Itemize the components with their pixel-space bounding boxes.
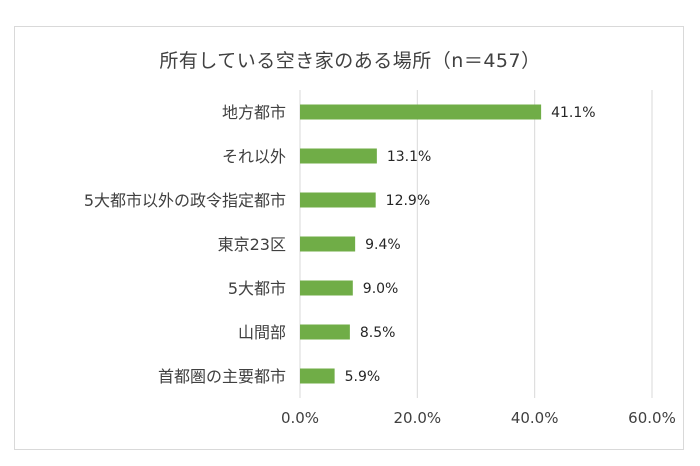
category-label: 5大都市 — [228, 279, 286, 298]
category-label: それ以外 — [222, 147, 286, 166]
data-label: 41.1% — [551, 105, 595, 121]
category-label: 5大都市以外の政令指定都市 — [84, 191, 286, 210]
x-tick-label: 60.0% — [628, 409, 676, 427]
category-label: 東京23区 — [218, 235, 286, 254]
bar — [300, 324, 350, 340]
data-label: 9.0% — [363, 281, 399, 297]
x-tick-label: 20.0% — [394, 409, 442, 427]
category-label: 首都圏の主要都市 — [158, 367, 286, 386]
data-label: 8.5% — [360, 325, 396, 341]
data-label: 13.1% — [387, 149, 431, 165]
bar — [300, 148, 377, 164]
bar — [300, 192, 376, 208]
chart-title: 所有している空き家のある場所（n＝457） — [159, 50, 541, 72]
category-label: 地方都市 — [222, 103, 286, 122]
x-tick-label: 40.0% — [511, 409, 559, 427]
data-label: 9.4% — [365, 237, 401, 253]
data-label: 12.9% — [386, 193, 430, 209]
bar — [300, 104, 542, 120]
category-label: 山間部 — [238, 323, 286, 342]
x-tick-label: 0.0% — [281, 409, 319, 427]
bar — [300, 280, 353, 296]
bar — [300, 236, 356, 252]
bar — [300, 368, 335, 384]
data-label: 5.9% — [345, 369, 381, 385]
